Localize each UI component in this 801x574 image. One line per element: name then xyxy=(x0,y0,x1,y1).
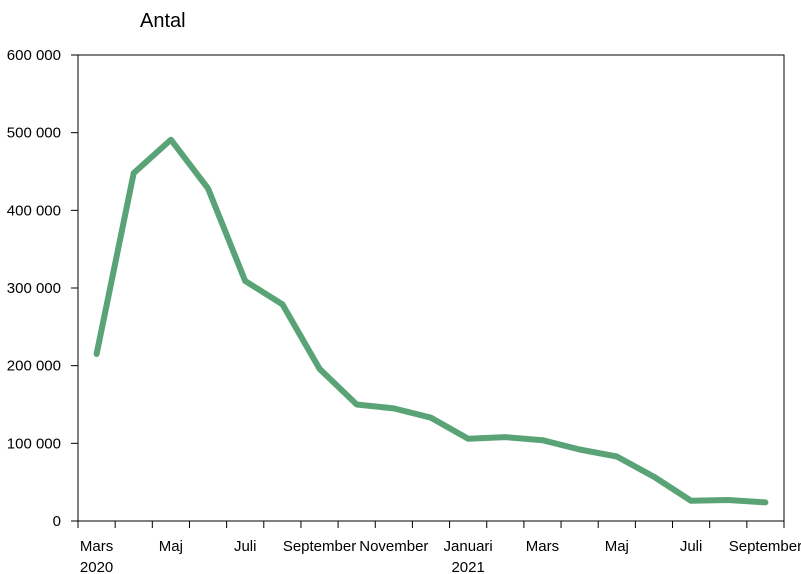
y-tick-label: 500 000 xyxy=(7,125,61,142)
data-point xyxy=(356,404,358,405)
data-point xyxy=(281,303,283,305)
data-point xyxy=(727,499,729,501)
x-tick-year-label: 2020 xyxy=(80,559,113,574)
y-tick-label: 0 xyxy=(53,513,61,530)
data-point xyxy=(319,368,321,370)
x-tick-label: September xyxy=(729,538,801,555)
data-point xyxy=(504,436,506,438)
data-point xyxy=(393,407,395,409)
x-tick-label: Maj xyxy=(159,538,183,555)
x-tick-label: Juli xyxy=(234,538,257,555)
data-point xyxy=(430,417,432,419)
data-point xyxy=(690,500,692,502)
plot-frame xyxy=(77,54,785,522)
x-tick-label: November xyxy=(359,538,428,555)
series-layer xyxy=(93,136,769,506)
data-point xyxy=(96,353,98,355)
x-tick-label: Maj xyxy=(605,538,629,555)
data-point xyxy=(579,449,581,451)
y-tick-label: 100 000 xyxy=(7,435,61,452)
data-point xyxy=(133,172,135,174)
y-tick-label: 200 000 xyxy=(7,358,61,375)
x-tick-label: Mars xyxy=(80,538,113,555)
data-point xyxy=(653,476,655,478)
y-axis: 0 100 000 200 000 300 000 400 000 500 000 600 … xyxy=(7,47,78,530)
data-point xyxy=(207,188,209,190)
data-point xyxy=(467,438,469,440)
data-point xyxy=(541,439,543,441)
x-tick-label: Januari xyxy=(444,538,493,555)
x-tick-label: September xyxy=(283,538,356,555)
x-tick-year-label: 2021 xyxy=(451,559,484,574)
x-tick-label: Juli xyxy=(680,538,703,555)
series-line-0 xyxy=(93,136,769,506)
y-tick-label: 600 000 xyxy=(7,47,61,64)
y-tick-label: 300 000 xyxy=(7,280,61,297)
data-point xyxy=(244,280,246,282)
data-point xyxy=(764,501,766,503)
y-tick-label: 400 000 xyxy=(7,202,61,219)
x-tick-label: Mars xyxy=(526,538,559,555)
data-point xyxy=(170,139,172,141)
y-axis-unit-label: Antal xyxy=(140,10,186,32)
data-point xyxy=(616,456,618,458)
